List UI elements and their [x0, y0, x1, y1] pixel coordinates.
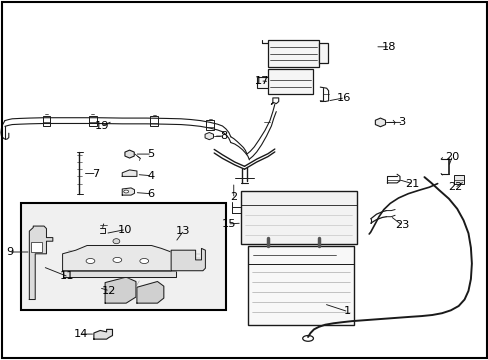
- Ellipse shape: [113, 239, 120, 244]
- Polygon shape: [62, 246, 176, 271]
- Polygon shape: [122, 170, 137, 176]
- Polygon shape: [94, 329, 112, 339]
- Bar: [319, 43, 327, 63]
- Bar: [31, 242, 42, 252]
- Ellipse shape: [264, 237, 271, 240]
- Polygon shape: [171, 248, 205, 271]
- Bar: [20, 203, 225, 310]
- Polygon shape: [62, 271, 176, 277]
- Text: 5: 5: [147, 149, 154, 159]
- Ellipse shape: [315, 237, 322, 240]
- Text: 18: 18: [381, 42, 395, 52]
- Text: 23: 23: [394, 220, 408, 230]
- Ellipse shape: [123, 190, 128, 193]
- Ellipse shape: [302, 336, 313, 341]
- Text: 20: 20: [444, 152, 459, 162]
- Text: 7: 7: [92, 168, 99, 179]
- Text: 3: 3: [398, 117, 405, 127]
- Bar: [240, 191, 356, 244]
- Text: 6: 6: [147, 189, 154, 199]
- Text: 22: 22: [447, 182, 462, 192]
- Bar: [89, 116, 97, 126]
- Text: 16: 16: [336, 93, 350, 103]
- Bar: [267, 69, 312, 94]
- Text: 19: 19: [94, 121, 109, 131]
- Ellipse shape: [113, 257, 122, 262]
- Polygon shape: [29, 226, 53, 300]
- Polygon shape: [105, 277, 136, 303]
- Text: 2: 2: [230, 192, 237, 202]
- Text: 8: 8: [220, 131, 227, 141]
- Text: 12: 12: [101, 285, 116, 296]
- Ellipse shape: [86, 258, 95, 264]
- Text: 10: 10: [117, 225, 132, 235]
- Polygon shape: [122, 188, 134, 195]
- Bar: [248, 246, 353, 325]
- Polygon shape: [137, 282, 163, 303]
- Text: 4: 4: [147, 171, 154, 181]
- Text: 21: 21: [404, 179, 419, 189]
- Text: 1: 1: [343, 306, 350, 316]
- Bar: [42, 116, 50, 126]
- Text: 14: 14: [73, 329, 88, 339]
- Text: 15: 15: [221, 219, 236, 229]
- Text: 11: 11: [60, 271, 75, 282]
- Text: 9: 9: [6, 247, 13, 257]
- Bar: [257, 77, 267, 88]
- Bar: [150, 116, 158, 126]
- Text: 13: 13: [176, 226, 190, 236]
- Bar: [206, 120, 214, 130]
- Bar: [453, 175, 463, 184]
- Ellipse shape: [140, 258, 148, 264]
- Text: 17: 17: [254, 76, 268, 86]
- Bar: [267, 40, 319, 67]
